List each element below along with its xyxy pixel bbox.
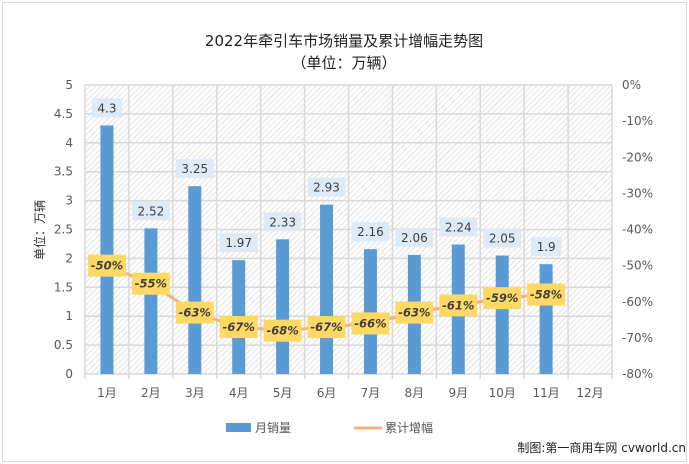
bar: [144, 228, 158, 374]
y-tick-left: 3: [65, 194, 73, 208]
y-tick-left: 0.5: [54, 338, 73, 352]
legend: 月销量 累计增幅: [226, 420, 433, 435]
y-tick-left: 4.5: [54, 107, 73, 121]
bar-label-bg: [131, 201, 170, 221]
y-tick-right: -10%: [622, 114, 653, 128]
x-tick-label: 6月: [317, 386, 337, 400]
y-tick-left: 5: [65, 78, 73, 92]
line-data-label: -55%: [135, 277, 167, 291]
line-label-bg: [527, 283, 566, 306]
x-tick-label: 9月: [448, 386, 468, 400]
bar-label-bg: [263, 212, 302, 232]
y-tick-left: 0: [65, 367, 73, 381]
y-tick-left: 4: [65, 136, 73, 150]
bar-label-bg: [91, 98, 123, 118]
line-data-label: -63%: [398, 306, 430, 320]
bar: [539, 264, 553, 374]
bar-data-label: 1.9: [537, 240, 556, 254]
y-tick-right: -80%: [622, 367, 653, 381]
y-tick-left: 2.5: [54, 223, 73, 237]
plot-area: 0 0.5 1 1.5 2 2.5 3 3.5 4 4.5 5 -80% -70% -60% -50% -40…: [54, 78, 653, 400]
y-tick-right: -70%: [622, 331, 653, 345]
bar-data-label: 4.3: [97, 101, 116, 115]
y-tick-left: 3.5: [54, 165, 73, 179]
y-tick-right: -20%: [622, 150, 653, 164]
line-label-bg: [351, 312, 390, 335]
bar-label-bg: [530, 237, 562, 257]
line-label-bg: [439, 294, 478, 317]
x-tick-label: 1月: [97, 386, 117, 400]
line-data-label: -63%: [179, 306, 211, 320]
chart-subtitle: （单位：万辆）: [291, 54, 396, 72]
bar-data-label: 2.33: [269, 215, 296, 229]
x-tick-label: 8月: [405, 386, 425, 400]
line-label-bg: [87, 254, 126, 277]
bar-data-label: 2.24: [445, 221, 472, 235]
bar-label-bg: [439, 217, 478, 237]
line-label-bg: [175, 301, 214, 324]
line-data-label: -68%: [266, 324, 298, 338]
x-tick-label: 11月: [532, 386, 559, 400]
y-tick-left: 1: [65, 309, 73, 323]
bar: [188, 186, 202, 374]
bar-label-bg: [395, 227, 434, 247]
bar-label-bg: [175, 159, 214, 179]
y-tick-right: -50%: [622, 259, 653, 273]
line-data-label: -50%: [91, 259, 123, 273]
bar: [363, 249, 377, 374]
bar: [495, 255, 509, 374]
line-label-bg: [219, 316, 258, 339]
y-tick-left: 2: [65, 251, 73, 265]
bar-label-bg: [483, 228, 522, 248]
line-label-bg: [131, 272, 170, 295]
y-axis-label: 单位：万辆: [32, 200, 47, 260]
line-data-label: -61%: [442, 298, 474, 312]
y-tick-right: -60%: [622, 295, 653, 309]
bar-data-label: 2.05: [489, 232, 516, 246]
y-tick-left: 1.5: [54, 280, 73, 294]
legend-swatch-bar: [226, 423, 251, 432]
bar: [276, 239, 290, 374]
line-data-label: -66%: [354, 316, 386, 330]
bar-label-bg: [219, 233, 258, 253]
x-tick-label: 3月: [185, 386, 205, 400]
x-tick-label: 12月: [576, 386, 603, 400]
bar: [320, 204, 334, 374]
y-tick-right: 0%: [622, 78, 641, 92]
bar-data-label: 2.16: [357, 225, 384, 239]
legend-label-bar: 月销量: [255, 421, 291, 435]
bar: [100, 125, 114, 375]
bar-data-label: 2.06: [401, 231, 428, 245]
x-tick-label: 2月: [141, 386, 161, 400]
line-data-label: -59%: [486, 291, 518, 305]
line-label-bg: [263, 319, 302, 342]
line-label-bg: [483, 287, 522, 310]
x-tick-label: 10月: [489, 386, 516, 400]
line-data-label: -67%: [310, 320, 342, 334]
bar-label-bg: [307, 177, 346, 197]
line-data-label: -58%: [530, 288, 562, 302]
chart-title: 2022年牵引车市场销量及累计增幅走势图: [205, 32, 483, 50]
x-tick-label: 7月: [361, 386, 381, 400]
bar-data-label: 2.52: [138, 204, 165, 218]
y-tick-right: -40%: [622, 223, 653, 237]
legend-label-line: 累计增幅: [385, 420, 433, 435]
bar-data-label: 2.93: [313, 181, 340, 195]
y-tick-right: -30%: [622, 186, 653, 200]
x-tick-label: 5月: [273, 386, 293, 400]
line-label-bg: [307, 316, 346, 339]
bar-data-label: 3.25: [181, 162, 208, 176]
x-tick-label: 4月: [229, 386, 249, 400]
line-data-label: -67%: [223, 320, 255, 334]
line-label-bg: [395, 301, 434, 324]
bar-data-label: 1.97: [225, 236, 252, 250]
credit-text: 制图:第一商用车网 cvworld.cn: [517, 440, 686, 455]
bar-label-bg: [351, 222, 390, 242]
